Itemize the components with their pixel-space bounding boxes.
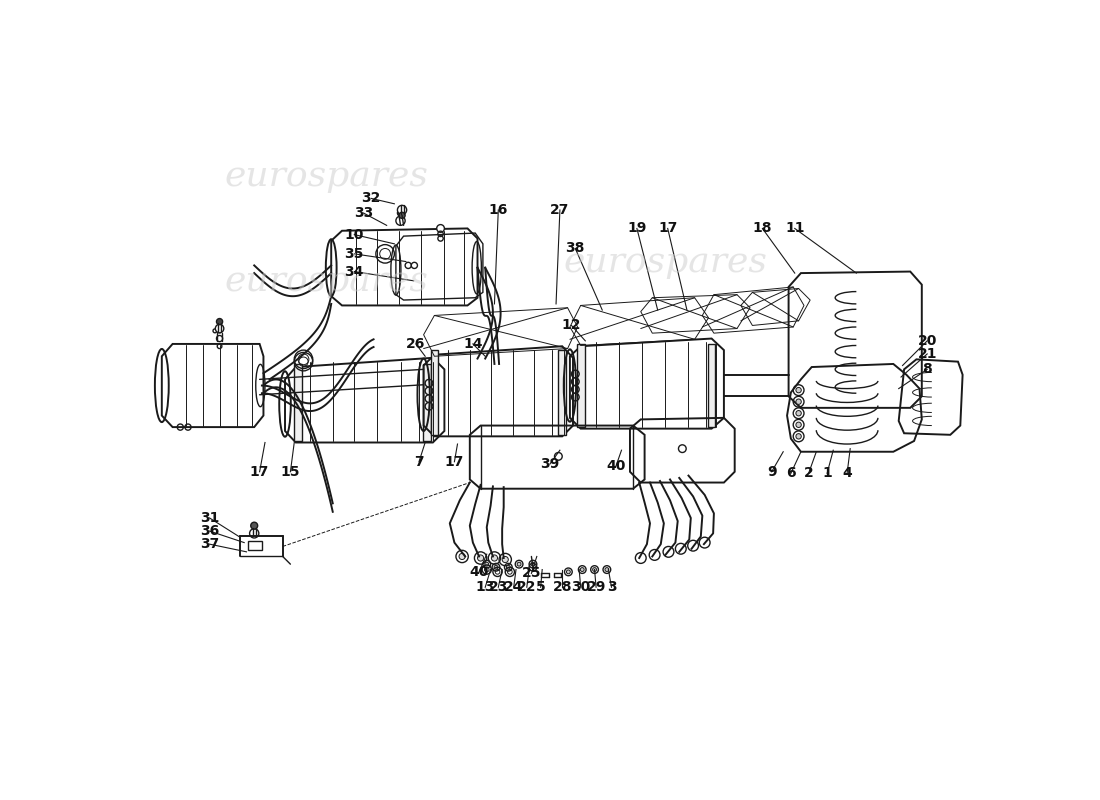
Text: 13: 13 [475, 580, 495, 594]
Circle shape [796, 387, 801, 393]
Text: 30: 30 [571, 580, 591, 594]
Text: 1: 1 [822, 466, 832, 480]
Text: 9: 9 [767, 465, 777, 478]
Text: 38: 38 [565, 242, 585, 255]
Circle shape [796, 422, 801, 427]
Circle shape [517, 562, 521, 566]
Text: 6: 6 [786, 466, 795, 480]
Text: 25: 25 [521, 566, 541, 581]
Text: 35: 35 [344, 247, 364, 261]
Polygon shape [249, 541, 262, 550]
Text: 16: 16 [488, 203, 508, 217]
Text: 21: 21 [917, 347, 937, 361]
Circle shape [605, 568, 608, 571]
Text: 20: 20 [917, 334, 937, 348]
Text: eurospares: eurospares [563, 246, 768, 279]
Text: 14: 14 [463, 337, 483, 351]
Circle shape [251, 522, 257, 529]
Circle shape [216, 324, 223, 333]
Text: 7: 7 [415, 454, 424, 469]
Text: 32: 32 [362, 191, 381, 206]
Text: 10: 10 [344, 227, 364, 242]
Text: 26: 26 [406, 337, 426, 351]
Text: 17: 17 [658, 222, 678, 235]
Polygon shape [430, 350, 438, 435]
Text: 39: 39 [540, 457, 560, 471]
Circle shape [459, 554, 465, 559]
Text: 3: 3 [607, 580, 616, 594]
Text: 17: 17 [444, 454, 464, 469]
Text: 15: 15 [280, 465, 300, 478]
Circle shape [796, 410, 801, 416]
Circle shape [492, 555, 497, 561]
Text: 33: 33 [354, 206, 373, 220]
Circle shape [796, 399, 801, 404]
Circle shape [397, 210, 404, 216]
Circle shape [502, 557, 508, 562]
Polygon shape [707, 344, 715, 427]
Circle shape [217, 335, 222, 342]
Text: eurospares: eurospares [224, 159, 429, 193]
Circle shape [531, 562, 535, 566]
Text: 23: 23 [488, 580, 508, 594]
Text: 28: 28 [552, 580, 572, 594]
Circle shape [437, 225, 444, 232]
Text: 19: 19 [627, 222, 647, 235]
Text: 8: 8 [922, 362, 932, 376]
Text: 24: 24 [504, 580, 524, 594]
Polygon shape [422, 364, 430, 441]
Polygon shape [576, 344, 584, 427]
Text: 5: 5 [536, 580, 546, 594]
Circle shape [213, 329, 217, 333]
Circle shape [477, 555, 484, 561]
Text: 37: 37 [200, 537, 219, 551]
Circle shape [250, 529, 258, 538]
Circle shape [397, 206, 407, 214]
Circle shape [796, 434, 801, 439]
Text: 4: 4 [843, 466, 852, 480]
Circle shape [593, 568, 596, 571]
Text: 29: 29 [586, 580, 606, 594]
Text: eurospares: eurospares [224, 264, 429, 298]
Polygon shape [559, 350, 566, 435]
Text: 36: 36 [200, 524, 219, 538]
Text: 12: 12 [562, 318, 581, 333]
Circle shape [218, 329, 221, 333]
Text: 2: 2 [804, 466, 814, 480]
Circle shape [399, 212, 405, 218]
Text: 34: 34 [344, 265, 364, 278]
Text: 31: 31 [200, 511, 219, 525]
Circle shape [506, 566, 510, 569]
Text: 40: 40 [470, 565, 488, 579]
Text: 22: 22 [517, 580, 537, 594]
Text: 11: 11 [785, 222, 804, 235]
Text: 17: 17 [250, 465, 270, 478]
Text: 18: 18 [752, 222, 772, 235]
Circle shape [566, 570, 570, 574]
Circle shape [494, 566, 498, 569]
Circle shape [396, 216, 405, 226]
Text: 27: 27 [550, 203, 570, 217]
Circle shape [217, 318, 222, 325]
Polygon shape [295, 364, 301, 441]
Text: 40: 40 [606, 458, 626, 473]
Circle shape [485, 562, 488, 566]
Circle shape [581, 568, 584, 571]
